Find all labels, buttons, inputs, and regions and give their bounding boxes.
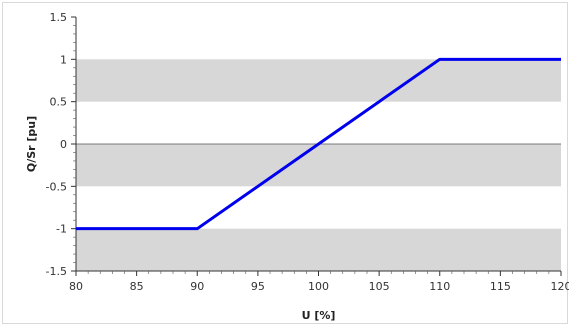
band-0 (76, 59, 561, 102)
y-axis-title: Q/Sr [pu] (25, 116, 38, 172)
y-tick-label: 1.5 (50, 11, 68, 24)
series-line-0 (76, 57, 561, 231)
band-2 (76, 228, 561, 271)
x-tick-label: 115 (490, 280, 511, 293)
x-tick-label: 110 (429, 280, 450, 293)
y-tick-label: -1.5 (46, 265, 67, 278)
y-tick-label: -1 (56, 223, 67, 236)
series-layer (76, 57, 561, 231)
x-tick-label: 95 (251, 280, 265, 293)
x-tick-label: 80 (69, 280, 83, 293)
x-tick-label: 100 (308, 280, 329, 293)
x-tick-label: 85 (130, 280, 144, 293)
band-1 (76, 144, 561, 187)
x-tick-label: 105 (369, 280, 390, 293)
x-tick-label: 120 (551, 280, 570, 293)
y-tick-label: 0.5 (50, 96, 68, 109)
chart-svg: 80 85 90 95 100 105 110 115 120 1.5 1 0.5 0 -0.5 -1 -1.… (25, 11, 569, 322)
y-tick-label: 1 (60, 53, 67, 66)
y-tick-label: 0 (60, 138, 67, 151)
bands-layer (76, 59, 561, 271)
x-tick-label: 90 (190, 280, 204, 293)
y-tick-label: -0.5 (46, 180, 67, 193)
labels-layer: 80 85 90 95 100 105 110 115 120 1.5 1 0.5 0 -0.5 -1 -1.… (46, 11, 569, 293)
x-axis-title: U [%] (302, 309, 336, 322)
